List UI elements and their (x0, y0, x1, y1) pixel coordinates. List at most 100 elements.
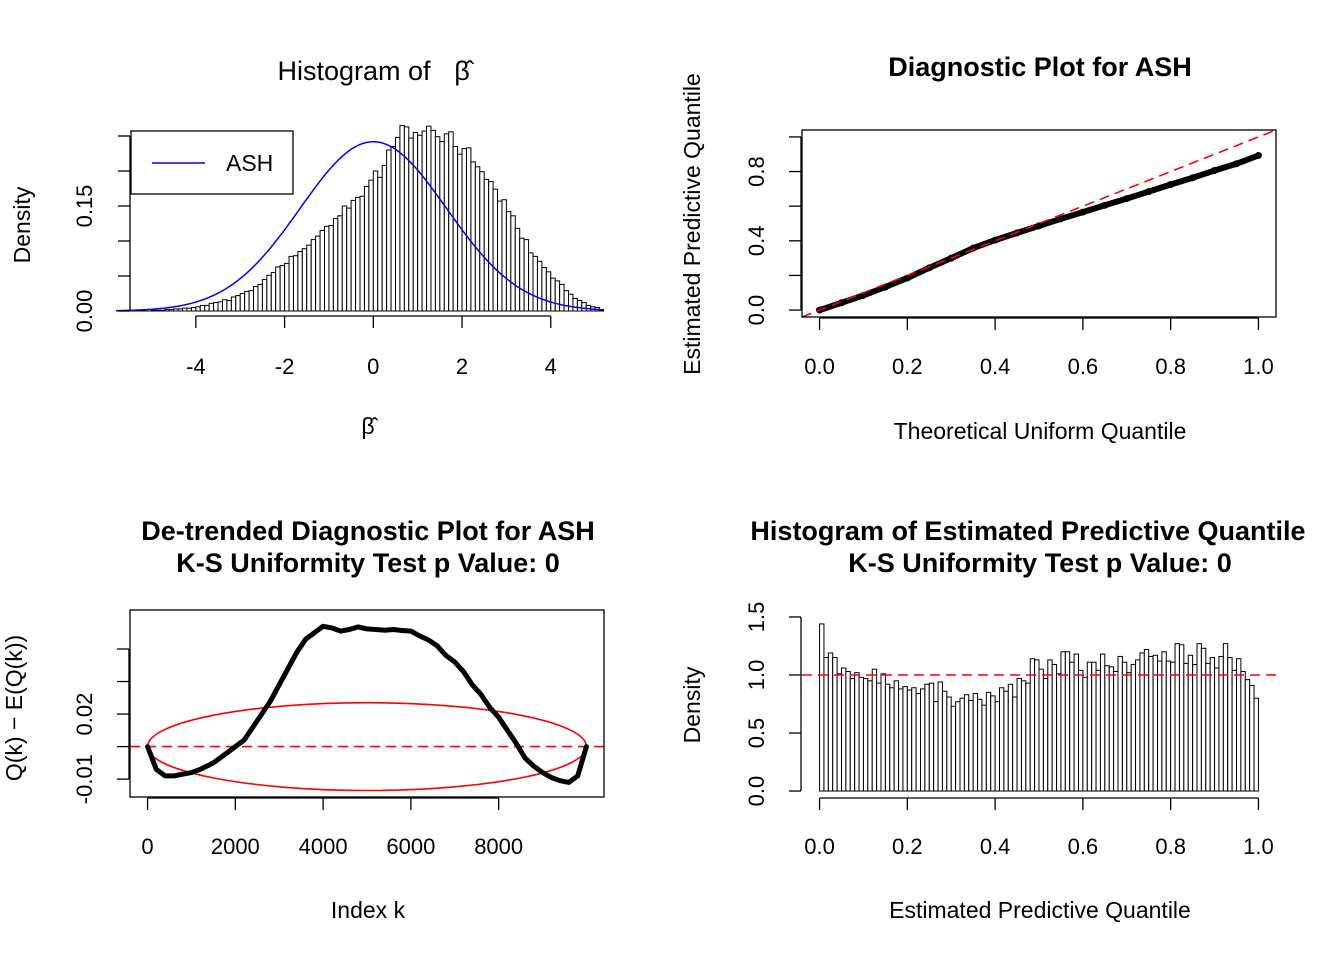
x-tick-label: 0.4 (980, 834, 1011, 859)
panel3-subtitle: K-S Uniformity Test p Value: 0 (176, 548, 560, 578)
histogram-bar (217, 301, 223, 312)
histogram-bar (827, 652, 834, 792)
legend-ash-label: ASH (226, 150, 273, 176)
histogram-bar (1174, 643, 1180, 792)
histogram-bar (854, 672, 860, 792)
panel1-title-symbol: β̂ (454, 56, 475, 86)
x-tick-label: 0.6 (1068, 834, 1099, 859)
panel1-bars (116, 125, 604, 312)
x-tick-label: 0 (367, 354, 379, 379)
histogram-bar (439, 141, 445, 312)
histogram-bar (1095, 669, 1101, 792)
histogram-bar (505, 211, 512, 312)
panel3-ylabel: Q(k) − E(Q(k)) (1, 635, 27, 781)
histogram-bar (1034, 659, 1040, 792)
histogram-bar (1148, 655, 1154, 792)
histogram-bar (213, 302, 219, 312)
x-tick-label: 0.4 (980, 354, 1011, 379)
x-tick-label: 2000 (211, 834, 260, 859)
reference-diagonal-line (801, 129, 1277, 318)
histogram-bar (239, 293, 246, 312)
histogram-bar (190, 307, 197, 312)
y-tick-label: 0.0 (744, 776, 769, 807)
histogram-bar (417, 134, 423, 312)
histogram-bar (568, 293, 574, 312)
histogram-bar (226, 300, 232, 312)
histogram-bar (1157, 660, 1163, 792)
histogram-bar (434, 136, 441, 312)
y-tick-label: 1.0 (744, 660, 769, 691)
histogram-bar (1165, 660, 1172, 792)
histogram-bar (443, 133, 450, 312)
histogram-bar (452, 146, 459, 312)
panel4-axes: 0.0 0.2 0.4 0.6 0.8 1.0 0.0 0.5 1.0 1.5 (744, 602, 1274, 859)
histogram-bar (849, 677, 856, 792)
y-tick-label: 0.5 (744, 718, 769, 749)
histogram-bar (230, 296, 237, 312)
histogram-bar (1209, 657, 1216, 792)
data-point (1167, 181, 1175, 189)
y-tick-label: 1.5 (744, 602, 769, 633)
histogram-bar (867, 680, 873, 792)
histogram-bar (898, 688, 904, 792)
x-tick-label: 0.0 (804, 354, 835, 379)
histogram-bar (1121, 661, 1128, 792)
histogram-bar (1214, 667, 1220, 792)
y-tick-label: -0.01 (72, 754, 97, 804)
y-tick-label: 0.15 (72, 185, 97, 228)
histogram-bar (297, 251, 303, 312)
histogram-bar (572, 297, 578, 312)
histogram-bar (430, 129, 436, 312)
histogram-bar (1170, 661, 1176, 792)
data-point (1189, 174, 1197, 182)
histogram-bar (819, 623, 825, 792)
histogram-bar (1196, 643, 1202, 792)
histogram-bar (858, 676, 864, 792)
histogram-bar (288, 255, 294, 312)
x-tick-label: 0.6 (1068, 354, 1099, 379)
histogram-bar (244, 290, 250, 312)
histogram-bar (346, 207, 352, 312)
histogram-bar (253, 286, 259, 312)
histogram-bar (204, 304, 210, 312)
histogram-bar (990, 695, 996, 792)
histogram-bar (275, 266, 281, 312)
histogram-bar (1236, 658, 1242, 792)
histogram-bar (977, 698, 983, 792)
x-tick-label: 0.8 (1155, 834, 1186, 859)
histogram-bar (836, 673, 842, 792)
histogram-bar (994, 701, 1000, 792)
histogram-bar (937, 681, 943, 792)
histogram-bar (1249, 684, 1255, 792)
histogram-bar (1104, 665, 1110, 792)
histogram-bar (902, 686, 908, 792)
histogram-bar (1069, 661, 1075, 792)
histogram-bar (915, 693, 921, 792)
data-point (1123, 195, 1131, 203)
histogram-bar (421, 130, 428, 312)
histogram-bar (257, 283, 263, 312)
histogram-bar (1007, 683, 1014, 792)
histogram-bar (328, 225, 334, 312)
histogram-bar (519, 237, 525, 312)
histogram-bar (845, 671, 851, 792)
panel1-ash-density-line (116, 141, 605, 312)
histogram-bar (999, 687, 1005, 792)
histogram-bar (1205, 662, 1211, 792)
panel4-xlabel: Estimated Predictive Quantile (889, 897, 1191, 923)
x-tick-label: 4000 (299, 834, 348, 859)
y-tick-label: 0.8 (744, 156, 769, 187)
histogram-bar (950, 705, 957, 792)
histogram-bar (497, 200, 503, 312)
data-point (991, 236, 999, 244)
histogram-bar (1047, 659, 1053, 792)
y-tick-label: 0.4 (744, 226, 769, 257)
panel-quantile-histogram: Histogram of Estimated Predictive Quanti… (679, 516, 1306, 923)
histogram-bar (862, 677, 869, 792)
histogram-bar (576, 300, 583, 312)
x-tick-label: 0.2 (892, 834, 923, 859)
histogram-bar (350, 199, 357, 312)
histogram-bar (871, 668, 878, 792)
panel2-plot-area (801, 129, 1277, 318)
